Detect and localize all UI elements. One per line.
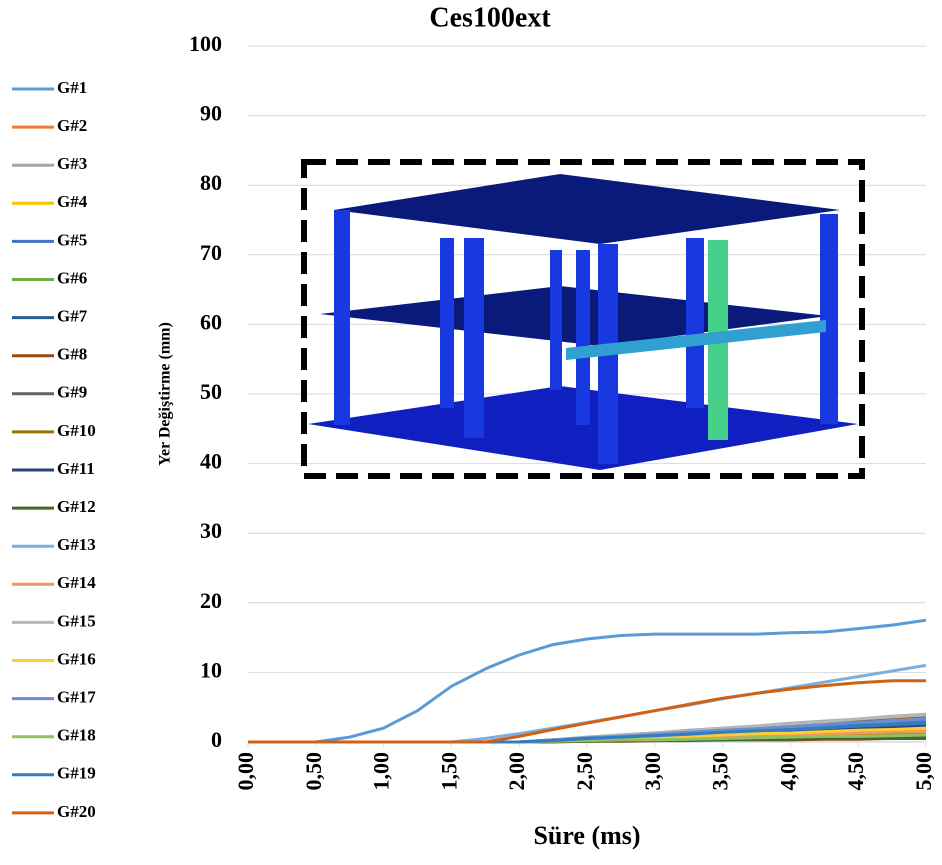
legend-label: G#19: [57, 764, 96, 783]
x-axis-label: Süre (ms): [533, 821, 640, 850]
chart-title: Ces100ext: [429, 2, 551, 33]
x-tick-label: 4,00: [775, 752, 800, 791]
legend-label: G#15: [57, 611, 96, 630]
top-slab: [334, 174, 840, 244]
legend-label: G#10: [57, 421, 96, 440]
x-tick-label: 3,00: [640, 752, 665, 791]
y-tick-label: 20: [200, 588, 222, 613]
legend-label: G#6: [57, 268, 87, 287]
x-tick-label: 5,00: [911, 752, 936, 791]
legend-label: G#18: [57, 726, 96, 745]
x-tick-label: 1,50: [436, 752, 461, 791]
x-tick-label: 3,50: [708, 752, 733, 791]
legend-label: G#8: [57, 345, 87, 364]
legend-label: G#9: [57, 383, 87, 402]
y-tick-label: 80: [200, 170, 222, 195]
legend-label: G#11: [57, 459, 95, 478]
legend-label: G#17: [57, 688, 96, 707]
y-tick-label: 50: [200, 379, 222, 404]
x-tick-label: 2,00: [504, 752, 529, 791]
y-tick-label: 70: [200, 240, 222, 265]
x-tick-label: 4,50: [843, 752, 868, 791]
y-tick-label: 40: [200, 449, 222, 474]
legend-label: G#5: [57, 230, 87, 249]
legend-label: G#4: [57, 192, 88, 211]
x-tick-label: 0,50: [301, 752, 326, 791]
y-axis-label: Yer Değiştirme (mm): [157, 322, 174, 466]
legend-label: G#3: [57, 154, 87, 173]
y-tick-label: 100: [189, 31, 222, 56]
legend-label: G#1: [57, 78, 87, 97]
inset-image: [304, 162, 862, 476]
legend-label: G#20: [57, 802, 96, 821]
chart: Ces100ext Yer Değiştirme (mm) Süre (ms) …: [0, 0, 942, 865]
y-tick-label: 0: [211, 727, 222, 752]
legend-label: G#13: [57, 535, 96, 554]
x-tick-label: 2,50: [572, 752, 597, 791]
x-tick-label: 0,00: [233, 752, 258, 791]
x-tick-label: 1,00: [369, 752, 394, 791]
y-tick-label: 30: [200, 518, 222, 543]
y-tick-label: 60: [200, 309, 222, 334]
legend-label: G#2: [57, 116, 87, 135]
legend-label: G#12: [57, 497, 96, 516]
y-tick-label: 90: [200, 101, 222, 126]
y-tick-label: 10: [200, 657, 222, 682]
legend-label: G#7: [57, 307, 88, 326]
legend-label: G#16: [57, 649, 96, 668]
legend-label: G#14: [57, 573, 96, 592]
